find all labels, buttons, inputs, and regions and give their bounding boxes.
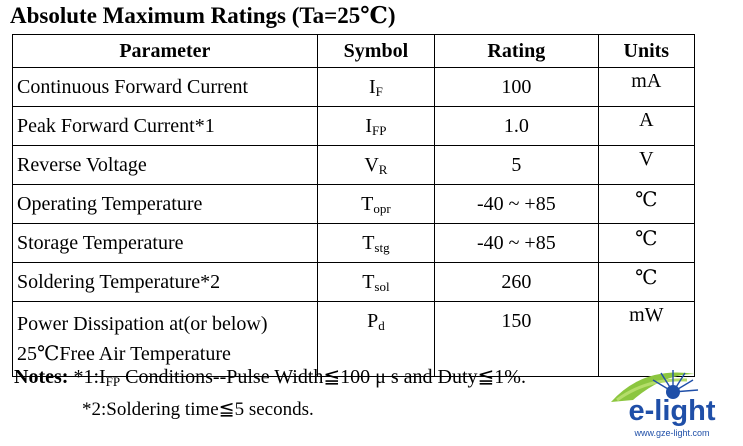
- note-1-text: Conditions--Pulse Width≦100 μ s and Duty…: [120, 366, 526, 388]
- logo-url: www.gze-light.com: [633, 428, 709, 438]
- symbol-subscript: stg: [374, 239, 390, 255]
- table-row: Peak Forward Current*1 IFP 1.0 A: [12, 106, 696, 146]
- unit-cell: A: [597, 106, 696, 146]
- rating-cell: 100: [434, 67, 599, 107]
- ratings-table: Parameter Symbol Rating Units Continuous…: [12, 34, 696, 377]
- parameter-cell: Power Dissipation at(or below) 25℃Free Ai…: [12, 301, 318, 377]
- symbol-subscript: opr: [373, 200, 391, 216]
- column-header-rating: Rating: [434, 34, 599, 68]
- rating-cell: -40 ~ +85: [434, 223, 599, 263]
- symbol-main: T: [362, 270, 375, 293]
- parameter-line-2: 25℃Free Air Temperature: [17, 343, 231, 365]
- symbol-subscript: d: [378, 318, 385, 333]
- rating-cell: 150: [434, 301, 599, 377]
- symbol-cell: IFP: [316, 106, 436, 146]
- column-header-parameter: Parameter: [12, 34, 318, 68]
- notes-line-1: Notes: *1:IFP Conditions--Pulse Width≦10…: [14, 364, 526, 389]
- note-1-prefix: *1:I: [68, 366, 106, 388]
- symbol-cell: VR: [316, 145, 436, 185]
- symbol-main: T: [361, 192, 374, 215]
- parameter-cell: Continuous Forward Current: [12, 67, 318, 107]
- symbol-main: T: [362, 231, 375, 254]
- rating-cell: 260: [434, 262, 599, 302]
- notes-label: Notes:: [14, 366, 69, 388]
- symbol-main: P: [367, 310, 379, 332]
- symbol-cell: Topr: [316, 184, 436, 224]
- sun-icon: [611, 370, 699, 402]
- table-row: Soldering Temperature*2 Tsol 260 ℃: [12, 262, 696, 302]
- symbol-main: I: [368, 75, 376, 98]
- symbol-cell: IF: [316, 67, 436, 107]
- unit-cell: ℃: [597, 184, 696, 224]
- table-row: Operating Temperature Topr -40 ~ +85 ℃: [12, 184, 696, 224]
- e-light-logo: e-light www.gze-light.com: [611, 370, 716, 438]
- table-row: Reverse Voltage VR 5 V: [12, 145, 696, 185]
- parameter-cell: Reverse Voltage: [12, 145, 318, 185]
- table-row: Continuous Forward Current IF 100 mA: [12, 67, 696, 107]
- unit-cell: ℃: [597, 262, 696, 302]
- table-row: Power Dissipation at(or below) 25℃Free Ai…: [12, 301, 696, 377]
- column-header-symbol: Symbol: [316, 34, 436, 68]
- symbol-subscript: R: [378, 161, 388, 177]
- parameter-cell: Operating Temperature: [12, 184, 318, 224]
- symbol-cell: Tsol: [316, 262, 436, 302]
- table-row: Storage Temperature Tstg -40 ~ +85 ℃: [12, 223, 696, 263]
- symbol-main: V: [364, 153, 379, 176]
- logo-text: e-light: [629, 395, 716, 427]
- symbol-main: I: [365, 114, 372, 137]
- unit-cell: V: [597, 145, 696, 185]
- parameter-line-1: Power Dissipation at(or below): [17, 313, 268, 335]
- parameter-cell: Peak Forward Current*1: [12, 106, 318, 146]
- unit-cell: ℃: [597, 223, 696, 263]
- column-header-units: Units: [597, 34, 696, 68]
- page-title: Absolute Maximum Ratings (Ta=25℃): [10, 3, 396, 28]
- symbol-cell: Pd: [316, 301, 436, 377]
- unit-cell: mA: [597, 67, 696, 107]
- symbol-subscript: FP: [372, 122, 387, 138]
- table-header-row: Parameter Symbol Rating Units: [12, 34, 696, 68]
- rating-cell: -40 ~ +85: [434, 184, 599, 224]
- parameter-cell: Soldering Temperature*2: [12, 262, 318, 302]
- symbol-subscript: sol: [374, 278, 390, 294]
- rating-cell: 1.0: [434, 106, 599, 146]
- rating-cell: 5: [434, 145, 599, 185]
- parameter-cell: Storage Temperature: [12, 223, 318, 263]
- note-1-subscript: FP: [105, 374, 121, 389]
- unit-cell: mW: [597, 301, 696, 377]
- notes-line-2: *2:Soldering time≦5 seconds.: [82, 399, 314, 420]
- symbol-cell: Tstg: [316, 223, 436, 263]
- symbol-subscript: F: [375, 83, 383, 99]
